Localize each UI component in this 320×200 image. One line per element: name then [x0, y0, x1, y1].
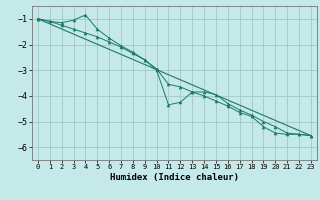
X-axis label: Humidex (Indice chaleur): Humidex (Indice chaleur): [110, 173, 239, 182]
